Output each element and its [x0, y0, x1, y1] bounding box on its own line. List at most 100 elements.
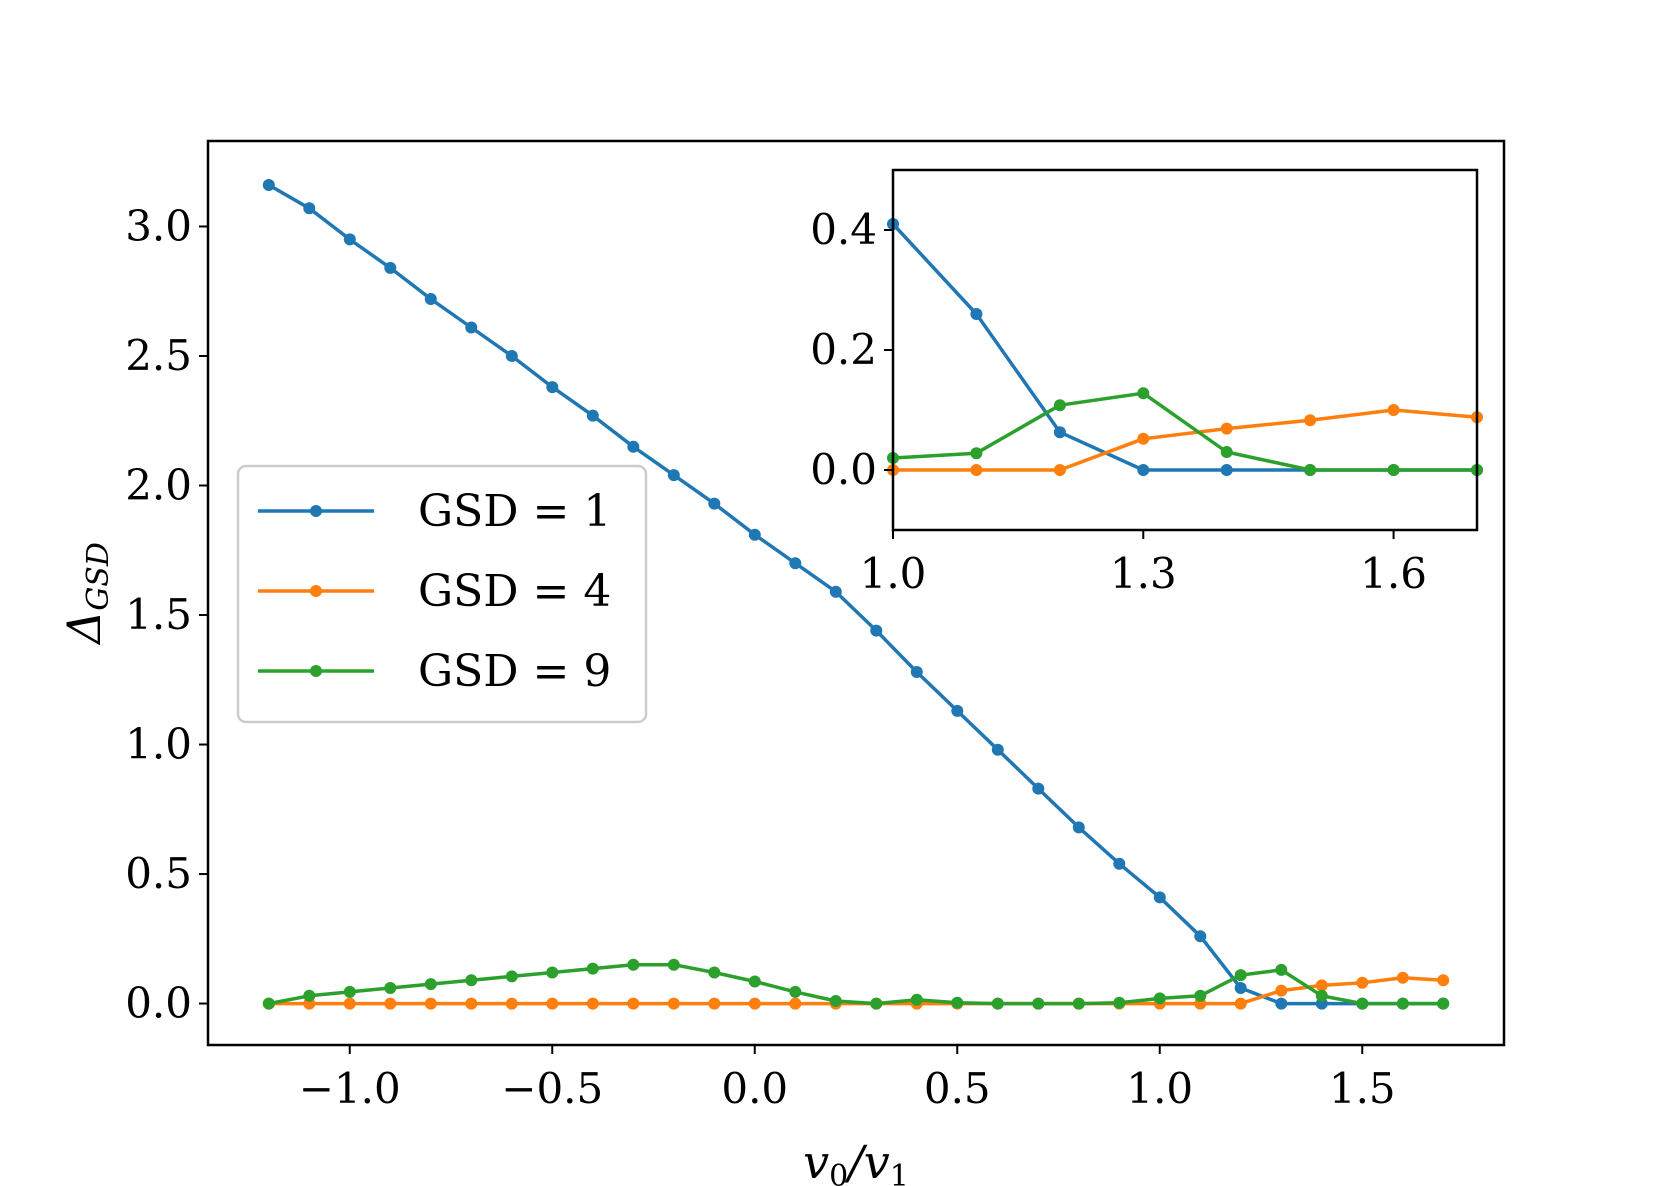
legend-marker-gsd-1	[310, 505, 322, 517]
main-point-gsd-9	[424, 978, 437, 991]
main-point-gsd-4	[1234, 997, 1247, 1010]
inset-background	[893, 170, 1477, 530]
inset-series-group	[887, 218, 1483, 476]
main-point-gsd-1	[1194, 930, 1207, 943]
inset-series-line-gsd-4	[891, 408, 1479, 472]
main-point-gsd-9	[870, 997, 883, 1010]
main-point-gsd-1	[262, 179, 275, 191]
main-x-tick-label: 0.5	[924, 1064, 991, 1113]
inset-point-gsd-9	[1387, 464, 1400, 476]
inset-x-tick-label: 1.3	[1110, 549, 1177, 598]
main-point-gsd-1	[546, 381, 559, 394]
main-point-gsd-9	[343, 985, 356, 998]
main-series-line-gsd-9	[267, 962, 1445, 1006]
main-point-gsd-9	[991, 997, 1004, 1010]
main-point-gsd-1	[1032, 782, 1045, 795]
main-point-gsd-4	[343, 997, 356, 1010]
inset-y-tick-label: 0.0	[810, 445, 877, 494]
main-point-gsd-1	[1234, 982, 1247, 994]
main-x-tick-label: 1.5	[1329, 1064, 1396, 1113]
main-point-gsd-4	[667, 997, 680, 1010]
main-x-tick-label: −1.0	[299, 1064, 401, 1113]
x-axis-title: v0/v1	[803, 1135, 909, 1186]
main-point-gsd-9	[1437, 997, 1450, 1010]
main-point-gsd-9	[303, 989, 316, 1002]
legend-marker-gsd-4	[310, 585, 322, 597]
inset-x-tick-label: 1.6	[1360, 549, 1427, 598]
inset-point-gsd-9	[970, 447, 983, 460]
main-point-gsd-1	[870, 624, 883, 637]
main-x-tick-label: 0.0	[721, 1064, 788, 1113]
inset-axes: 1.0 1.3 1.6 0.0 0.2 0.4	[810, 205, 1427, 598]
main-point-gsd-9	[1153, 992, 1166, 1005]
main-point-gsd-1	[586, 409, 599, 422]
legend: GSD = 1 GSD = 4 GSD = 9	[236, 464, 648, 724]
main-point-gsd-9	[1113, 996, 1126, 1009]
main-point-gsd-4	[708, 997, 721, 1010]
main-point-gsd-9	[1315, 989, 1328, 1002]
main-point-gsd-9	[1194, 989, 1207, 1002]
main-point-gsd-1	[708, 497, 721, 510]
main-y-tick-label: 0.5	[125, 849, 192, 898]
main-point-gsd-1	[505, 350, 518, 362]
main-point-gsd-4	[748, 997, 761, 1010]
main-point-gsd-9	[1396, 997, 1409, 1010]
inset-point-gsd-9	[1304, 464, 1317, 476]
main-point-gsd-9	[708, 966, 721, 979]
main-point-gsd-9	[910, 993, 923, 1006]
main-point-gsd-1	[829, 585, 842, 598]
main-point-gsd-9	[505, 970, 518, 983]
legend-label-gsd-9: GSD = 9	[418, 646, 611, 697]
main-point-gsd-9	[951, 996, 964, 1009]
inset-point-gsd-1	[970, 308, 983, 320]
main-point-gsd-1	[1275, 997, 1288, 1010]
inset-point-gsd-4	[1137, 432, 1150, 445]
inset-chart: 1.0 1.3 1.6 0.0 0.2 0.4	[810, 168, 1483, 598]
main-point-gsd-9	[789, 985, 802, 998]
main-point-gsd-1	[303, 202, 316, 215]
main-point-gsd-4	[1396, 971, 1409, 984]
inset-point-gsd-4	[1053, 464, 1066, 476]
x-axis-title-slash: /v	[844, 1135, 890, 1186]
main-x-tick-label: −0.5	[501, 1064, 603, 1113]
inset-y-tick-label: 0.2	[810, 325, 877, 374]
main-y-tick-label: 0.0	[125, 979, 192, 1028]
main-y-tick-label: 2.0	[125, 461, 192, 510]
main-point-gsd-4	[1315, 979, 1328, 992]
main-point-gsd-1	[951, 704, 964, 717]
main-point-gsd-1	[424, 293, 437, 305]
main-y-tick-label: 1.0	[125, 720, 192, 769]
legend-label-gsd-4: GSD = 4	[418, 566, 611, 617]
main-x-tick-label: 1.0	[1126, 1064, 1193, 1113]
inset-y-tick-label: 0.4	[810, 205, 877, 254]
y-axis-title-sub: GSD	[81, 542, 116, 611]
main-point-gsd-9	[829, 995, 842, 1007]
main-series-group	[262, 179, 1450, 1010]
main-axes: −1.0 −0.5 0.0 0.5 1.0 1.5 0.0 0.5 1.0 1.5 2.0 2.5 3.…	[125, 201, 1395, 1113]
inset-point-gsd-1	[1137, 464, 1150, 476]
y-axis-title-symbol: Δ	[57, 611, 111, 646]
main-point-gsd-9	[1072, 997, 1085, 1010]
main-point-gsd-9	[627, 958, 640, 971]
main-point-gsd-4	[546, 997, 559, 1010]
main-point-gsd-1	[384, 261, 397, 274]
main-chart: −1.0 −0.5 0.0 0.5 1.0 1.5 0.0 0.5 1.0 1.5 2.0 2.5 3.…	[57, 139, 1506, 1186]
main-point-gsd-9	[748, 975, 761, 988]
inset-point-gsd-4	[1387, 404, 1400, 416]
main-point-gsd-1	[910, 666, 923, 678]
main-point-gsd-9	[465, 974, 478, 987]
main-point-gsd-9	[546, 966, 559, 979]
main-point-gsd-9	[384, 982, 397, 994]
main-point-gsd-9	[1032, 997, 1045, 1010]
main-point-gsd-1	[1153, 891, 1166, 904]
main-point-gsd-4	[465, 997, 478, 1010]
legend-items: GSD = 1 GSD = 4 GSD = 9	[258, 486, 611, 697]
inset-point-gsd-9	[1220, 446, 1233, 458]
x-axis-title-sub0: 0	[829, 1159, 848, 1186]
main-point-gsd-1	[667, 469, 680, 482]
main-y-tick-label: 2.5	[125, 331, 192, 380]
inset-x-tick-label: 1.0	[860, 549, 927, 598]
inset-series-line-gsd-9	[891, 391, 1479, 472]
main-point-gsd-1	[748, 528, 761, 541]
